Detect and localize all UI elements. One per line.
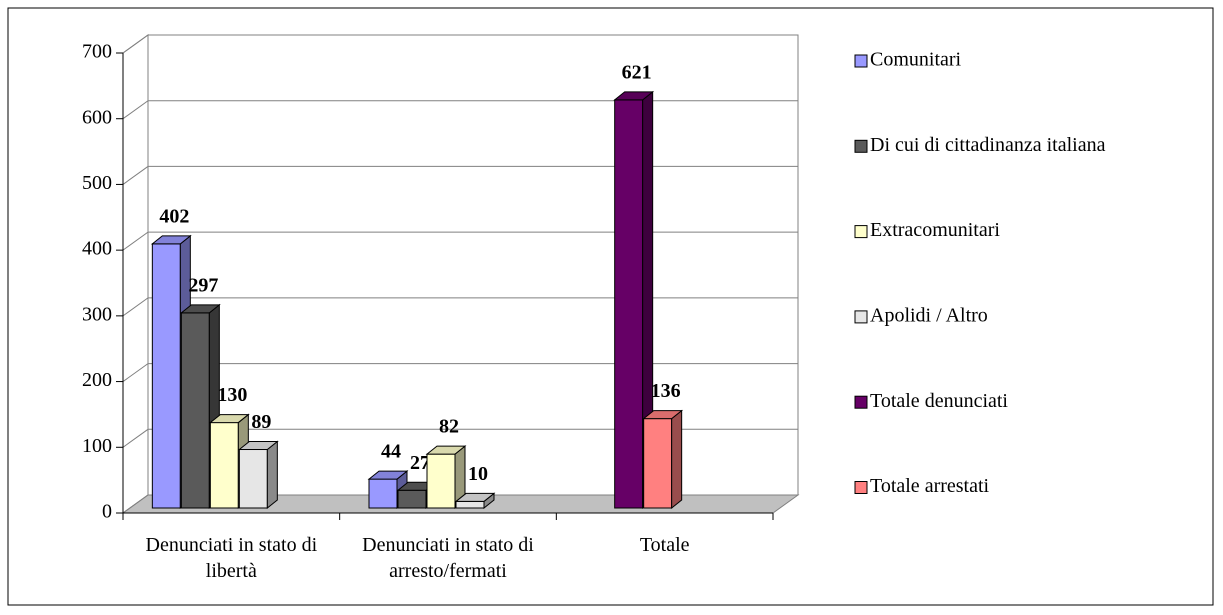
legend-swatch [854,139,868,153]
bar [454,492,496,510]
y-tick-label: 400 [82,238,112,260]
bar-top [367,470,409,480]
bar-front [397,489,427,509]
legend-label: Extracomunitari [870,219,1000,241]
legend-label: Apolidi / Altro [870,304,988,326]
legend-label: Comunitari [870,49,962,71]
data-label: 82 [439,416,459,438]
legend-swatch [854,310,868,324]
bar-side [671,409,683,510]
data-label: 297 [188,274,218,296]
grid-line [122,363,798,382]
y-tick-label: 0 [102,501,112,523]
grid-line [122,231,798,251]
bar-top [237,441,279,451]
y-tick-label: 100 [82,435,112,457]
data-label: 402 [159,205,189,227]
grid-line [122,297,798,317]
legend-swatch [854,395,868,409]
bar-top [613,91,655,101]
data-label: 27 [410,452,430,474]
data-label: 10 [468,463,488,485]
legend-label: Totale arrestati [870,475,990,497]
legend-swatch [854,54,868,68]
x-tick-label: Denunciati in stato di libertà [145,534,318,582]
y-tick-label: 700 [82,41,112,63]
data-label: 136 [651,380,681,402]
bar-front [426,453,456,509]
bar-front [368,478,398,509]
bar-front [209,422,239,509]
bar-top [454,492,496,502]
bar-side [266,440,278,510]
data-label: 130 [217,384,247,406]
grid-line [122,428,798,448]
grid-line [122,494,798,514]
grid-line [122,34,798,54]
y-tick-label: 300 [82,303,112,325]
bar-front [151,243,181,509]
grid-line [122,100,798,120]
side-wall [122,34,149,514]
bar-front [643,418,673,509]
bar-front [614,99,644,509]
data-label: 621 [622,62,652,84]
bar-top [425,445,467,455]
bar-top [642,410,684,420]
data-label: 44 [381,441,401,463]
bar-top [179,304,221,314]
bar-front [238,449,268,509]
legend-swatch [854,481,868,494]
data-label: 89 [251,411,271,433]
bar-top [208,414,250,424]
bar-front [180,312,210,509]
x-tick-label: Totale [639,534,690,556]
bar [642,409,684,510]
y-tick-label: 500 [82,172,112,194]
y-tick-label: 200 [82,369,112,391]
x-tick-label: Denunciati in stato di arresto/fermati [362,534,534,582]
bar [613,90,655,510]
bar-front [455,500,485,509]
bar [425,445,467,510]
y-tick-label: 600 [82,106,112,128]
legend-label: Totale denunciati [870,390,1008,412]
bar-top [150,235,192,245]
bar [237,440,279,510]
legend-swatch [854,225,868,239]
legend-label: Di cui di cittadinanza italiana [870,134,1106,156]
grid-line [122,165,798,185]
